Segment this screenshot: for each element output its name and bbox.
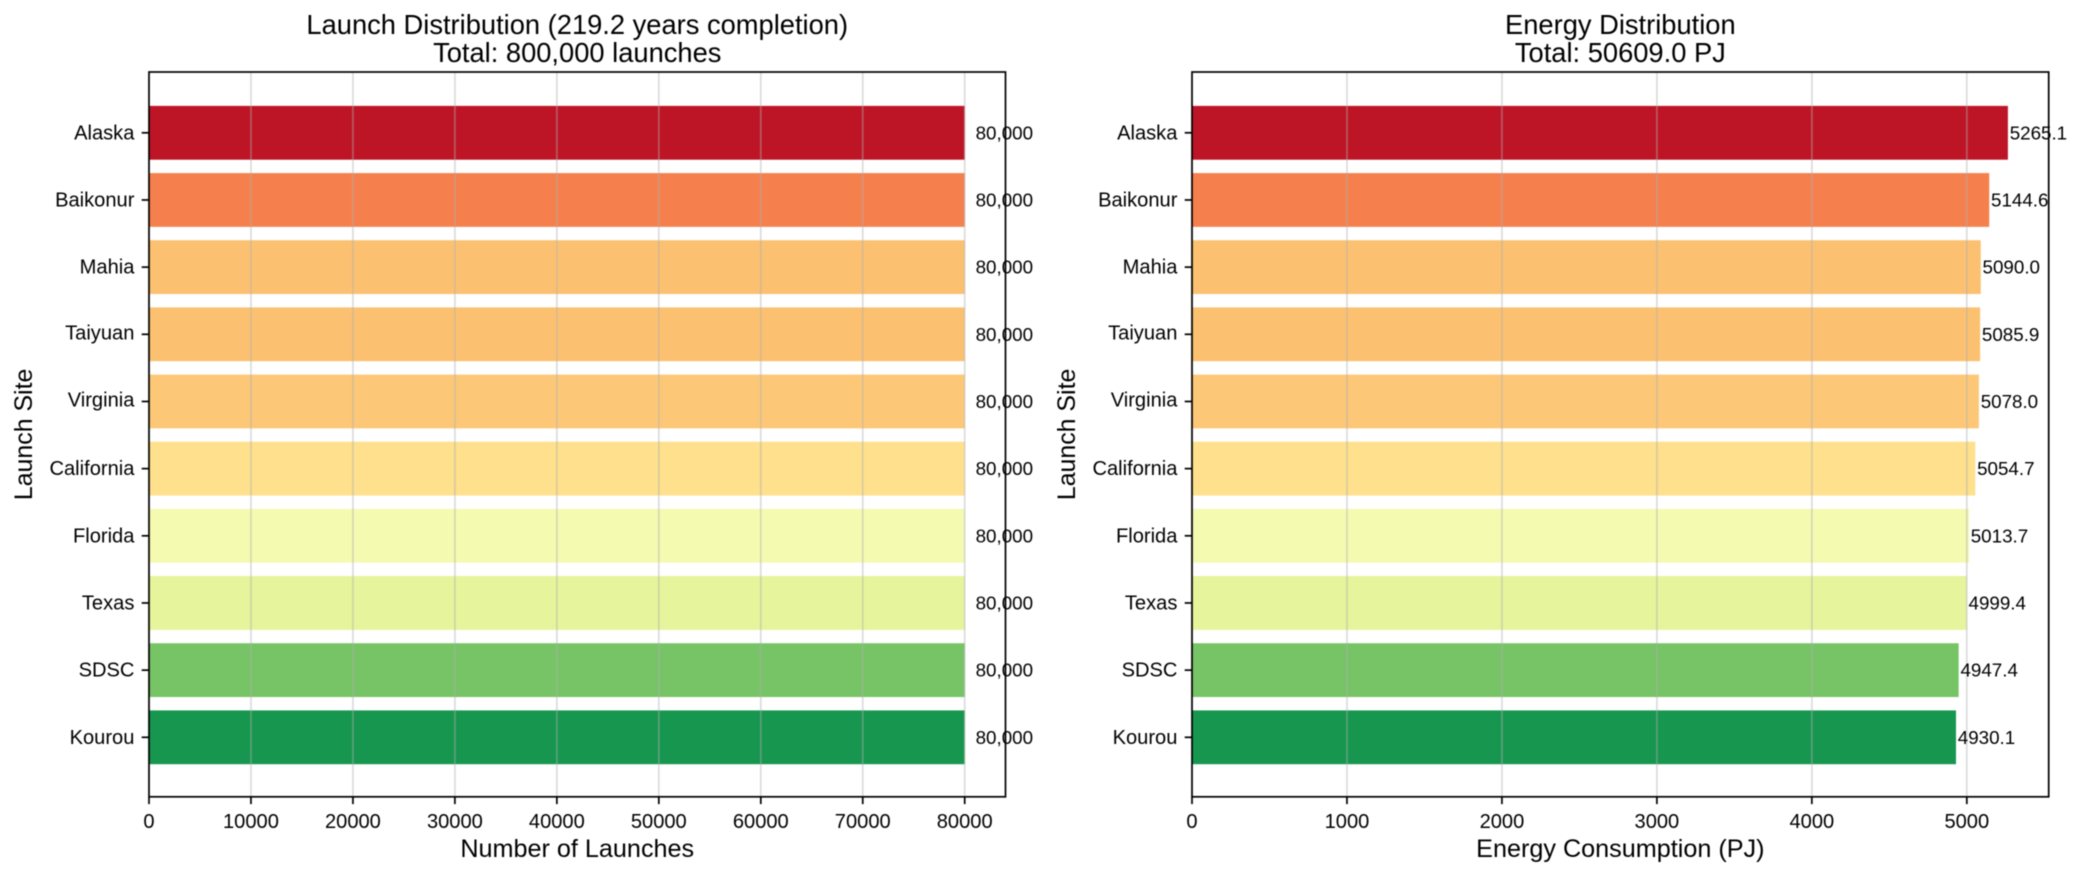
svg-text:Virginia: Virginia xyxy=(68,389,135,411)
svg-text:Launch Site: Launch Site xyxy=(1053,369,1081,500)
svg-text:80,000: 80,000 xyxy=(976,727,1033,748)
svg-text:Virginia: Virginia xyxy=(1111,389,1178,411)
svg-text:4999.4: 4999.4 xyxy=(1969,593,2026,614)
svg-text:Launch Site: Launch Site xyxy=(10,369,38,500)
svg-text:5144.6: 5144.6 xyxy=(1991,190,2048,211)
svg-text:Florida: Florida xyxy=(73,525,135,547)
svg-text:80,000: 80,000 xyxy=(976,525,1033,546)
svg-text:Kourou: Kourou xyxy=(1113,727,1178,749)
svg-text:Number of Launches: Number of Launches xyxy=(460,835,694,863)
svg-text:80,000: 80,000 xyxy=(976,593,1033,614)
svg-text:SDSC: SDSC xyxy=(79,660,135,682)
svg-text:80,000: 80,000 xyxy=(976,660,1033,681)
svg-text:5078.0: 5078.0 xyxy=(1981,391,2038,412)
svg-text:2000: 2000 xyxy=(1480,811,1525,833)
svg-text:4000: 4000 xyxy=(1789,811,1834,833)
svg-text:4947.4: 4947.4 xyxy=(1960,660,2017,681)
svg-text:Mahia: Mahia xyxy=(80,257,136,279)
svg-text:0: 0 xyxy=(143,811,154,833)
svg-text:5013.7: 5013.7 xyxy=(1971,525,2028,546)
svg-text:Texas: Texas xyxy=(1125,593,1178,615)
svg-text:80,000: 80,000 xyxy=(976,391,1033,412)
svg-text:Mahia: Mahia xyxy=(1123,257,1179,279)
svg-text:Launch Distribution (219.2 yea: Launch Distribution (219.2 years complet… xyxy=(306,9,848,40)
svg-text:Taiyuan: Taiyuan xyxy=(1108,322,1177,344)
svg-text:5090.0: 5090.0 xyxy=(1983,257,2040,278)
svg-text:California: California xyxy=(1093,458,1179,480)
svg-text:80,000: 80,000 xyxy=(976,257,1033,278)
svg-text:Total: 800,000 launches: Total: 800,000 launches xyxy=(433,37,721,68)
svg-text:5054.7: 5054.7 xyxy=(1977,458,2034,479)
svg-text:Alaska: Alaska xyxy=(74,122,135,144)
svg-text:1000: 1000 xyxy=(1325,811,1370,833)
svg-text:3000: 3000 xyxy=(1635,811,1680,833)
svg-text:5000: 5000 xyxy=(1944,811,1989,833)
svg-text:5085.9: 5085.9 xyxy=(1982,324,2039,345)
svg-text:50000: 50000 xyxy=(631,811,687,833)
svg-text:California: California xyxy=(50,458,136,480)
svg-text:Florida: Florida xyxy=(1116,525,1178,547)
svg-text:40000: 40000 xyxy=(529,811,585,833)
svg-text:Texas: Texas xyxy=(82,593,135,615)
svg-text:Energy Distribution: Energy Distribution xyxy=(1505,9,1736,40)
svg-text:Baikonur: Baikonur xyxy=(55,190,135,212)
svg-text:5265.1: 5265.1 xyxy=(2010,122,2067,143)
svg-text:Taiyuan: Taiyuan xyxy=(65,322,134,344)
svg-text:80,000: 80,000 xyxy=(976,324,1033,345)
svg-text:SDSC: SDSC xyxy=(1122,660,1178,682)
svg-text:Baikonur: Baikonur xyxy=(1098,190,1178,212)
svg-text:30000: 30000 xyxy=(427,811,483,833)
svg-text:80,000: 80,000 xyxy=(976,458,1033,479)
svg-text:Alaska: Alaska xyxy=(1117,122,1178,144)
svg-text:80,000: 80,000 xyxy=(976,122,1033,143)
svg-text:Energy Consumption (PJ): Energy Consumption (PJ) xyxy=(1476,835,1764,863)
svg-text:80,000: 80,000 xyxy=(976,190,1033,211)
svg-text:70000: 70000 xyxy=(835,811,891,833)
svg-text:20000: 20000 xyxy=(325,811,381,833)
svg-text:Total: 50609.0 PJ: Total: 50609.0 PJ xyxy=(1515,37,1726,68)
svg-text:10000: 10000 xyxy=(223,811,279,833)
svg-text:Kourou: Kourou xyxy=(70,727,135,749)
svg-text:4930.1: 4930.1 xyxy=(1958,727,2015,748)
svg-text:60000: 60000 xyxy=(733,811,789,833)
svg-text:80000: 80000 xyxy=(937,811,993,833)
svg-text:0: 0 xyxy=(1186,811,1197,833)
